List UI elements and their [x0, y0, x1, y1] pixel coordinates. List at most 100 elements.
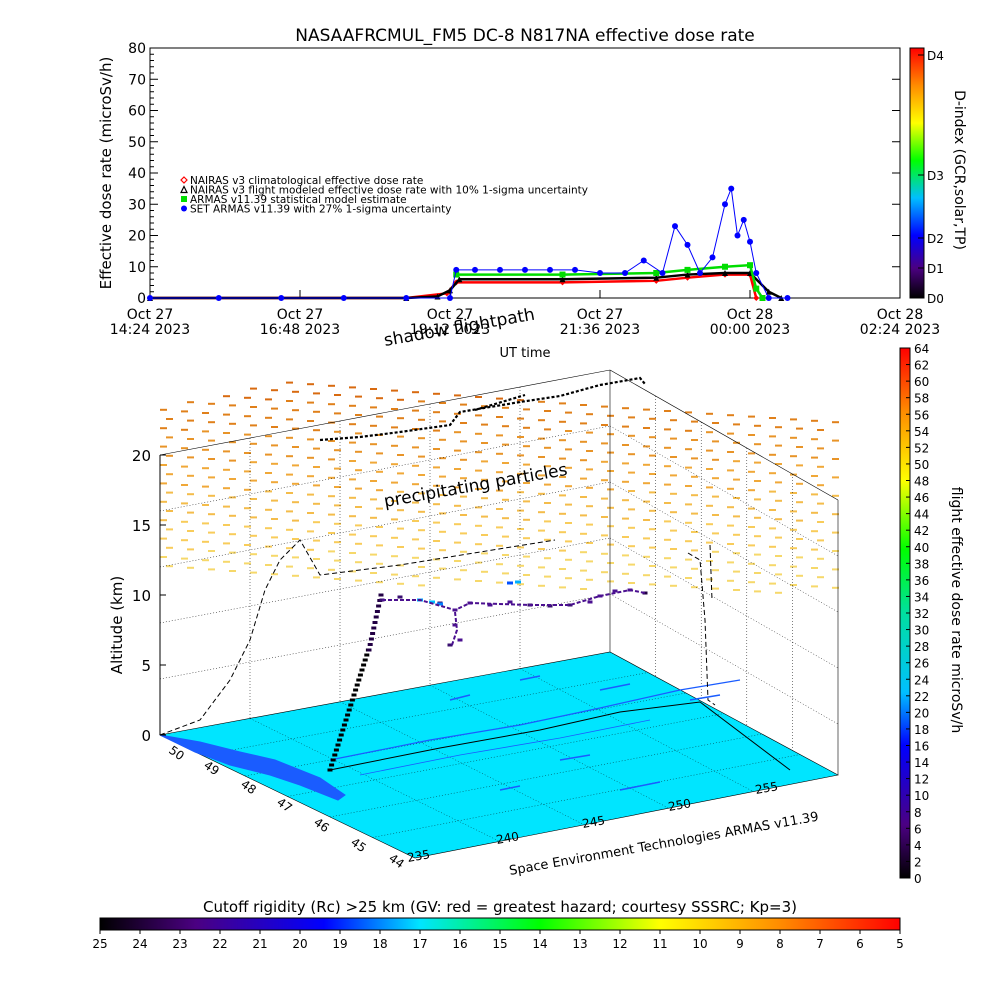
- data-point: [684, 271, 691, 278]
- particle-mark: [670, 456, 677, 458]
- particle-mark: [475, 524, 482, 527]
- particle-mark: [229, 551, 236, 554]
- particle-mark: [292, 574, 299, 577]
- dose-tick-label: 52: [914, 441, 929, 455]
- particle-mark: [187, 511, 194, 514]
- particle-mark: [727, 414, 734, 417]
- particle-mark: [691, 549, 698, 552]
- particle-mark: [391, 518, 398, 521]
- particle-mark: [643, 555, 650, 558]
- d-index-ticks: D0 D1 D2 D3 D4: [918, 49, 944, 306]
- particle-mark: [250, 498, 257, 500]
- particle-mark: [523, 408, 530, 411]
- flight-path-point: [332, 753, 338, 757]
- particle-mark: [166, 436, 173, 439]
- particle-mark: [202, 467, 209, 470]
- particle-mark: [727, 506, 734, 509]
- data-point: [747, 262, 753, 269]
- particle-mark: [307, 548, 314, 551]
- particle-mark: [475, 506, 482, 509]
- d-index-tick-label: D2: [927, 232, 944, 246]
- particle-mark: [187, 566, 194, 569]
- x-tick-label-date: Oct 28: [877, 307, 923, 323]
- particle-mark: [727, 524, 734, 527]
- particle-mark: [223, 560, 230, 563]
- particle-mark: [376, 470, 383, 473]
- particle-mark: [796, 482, 803, 485]
- particle-mark: [208, 421, 215, 424]
- dose-tick-label: 32: [914, 607, 929, 621]
- particle-mark: [370, 406, 377, 409]
- particle-mark: [496, 544, 503, 547]
- data-point: [547, 266, 553, 273]
- particle-mark: [265, 453, 272, 456]
- particle-mark: [580, 514, 587, 517]
- particle-mark: [250, 534, 257, 537]
- particle-mark: [748, 581, 755, 584]
- particle-mark: [433, 484, 440, 487]
- flight-path-point: [373, 615, 379, 619]
- particle-mark: [607, 525, 614, 528]
- particle-mark: [271, 462, 278, 465]
- particle-mark: [670, 566, 677, 569]
- wall-projection-right: [687, 544, 716, 706]
- particle-mark: [670, 511, 677, 514]
- particle-mark: [292, 446, 299, 448]
- dose-tick-label: 46: [914, 491, 929, 505]
- data-point: [753, 270, 760, 276]
- flight-path-point: [429, 600, 435, 604]
- particle-mark: [187, 456, 194, 459]
- particle-mark: [817, 484, 824, 487]
- particle-mark: [376, 581, 383, 584]
- particle-mark: [349, 533, 356, 536]
- particle-mark: [349, 515, 356, 518]
- cutoff-tick-label: 24: [132, 937, 147, 951]
- series-line: [456, 263, 764, 299]
- particle-mark: [502, 498, 509, 501]
- particle-mark: [181, 557, 188, 560]
- particle-mark: [496, 416, 503, 418]
- plot-frame: [149, 47, 901, 299]
- particle-mark: [754, 443, 761, 446]
- flight-path-point: [337, 738, 343, 742]
- cutoff-rigidity-ticks: 25 24 23 22 21 20 19 18 17 16 15 14 13 12 11 10 9 8 7 6 5: [92, 930, 904, 951]
- z-axis-ticks: 0 5 10 15 20: [132, 447, 166, 745]
- flight-path-point: [338, 733, 344, 737]
- particle-mark: [706, 431, 713, 434]
- data-point: [340, 295, 347, 301]
- particle-mark: [622, 499, 629, 502]
- particle-mark: [691, 439, 698, 441]
- particle-mark: [433, 448, 440, 450]
- dose-tick-label: 38: [914, 557, 929, 571]
- particle-mark: [496, 489, 503, 492]
- particle-mark: [706, 523, 713, 526]
- particle-mark: [586, 468, 593, 471]
- particle-mark: [733, 497, 740, 499]
- flight-path-point: [359, 668, 365, 672]
- particle-mark: [187, 419, 194, 422]
- particle-mark: [586, 431, 593, 434]
- particle-mark: [292, 501, 299, 504]
- particle-mark: [565, 466, 572, 469]
- particle-mark: [664, 483, 671, 486]
- particle-mark: [628, 563, 635, 566]
- particle-mark: [712, 477, 719, 480]
- particle-mark: [565, 448, 572, 451]
- particle-mark: [286, 436, 293, 439]
- particle-mark: [250, 516, 257, 519]
- particle-mark: [265, 564, 272, 566]
- particle-mark: [727, 451, 734, 453]
- particle-mark: [349, 478, 356, 481]
- data-point: [572, 266, 578, 273]
- particle-mark: [307, 456, 314, 459]
- particle-mark: [286, 528, 293, 531]
- particle-mark: [313, 521, 320, 524]
- particle-mark: [202, 412, 209, 414]
- wall-gridline: [159, 537, 611, 624]
- particle-mark: [706, 412, 713, 415]
- particle-mark: [412, 483, 419, 486]
- particle-mark: [628, 508, 635, 511]
- particle-mark: [727, 579, 734, 582]
- particle-mark: [601, 571, 608, 574]
- particle-mark: [565, 430, 572, 432]
